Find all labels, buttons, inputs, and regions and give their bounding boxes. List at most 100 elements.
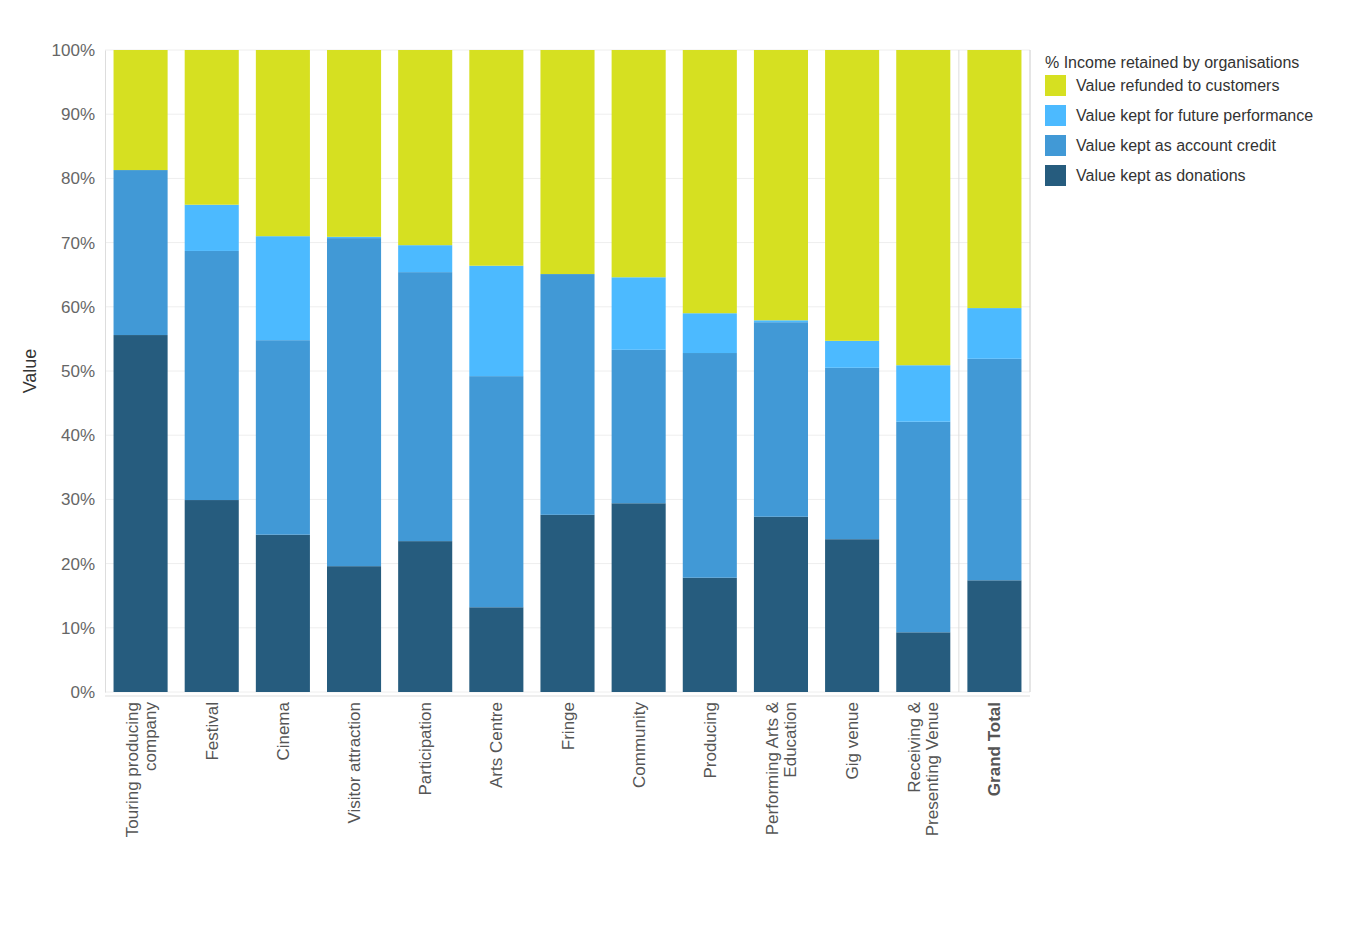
bar-segment (256, 236, 310, 340)
tick: 30% (61, 490, 105, 509)
bar-segment (825, 50, 879, 341)
tick: 80% (61, 169, 105, 188)
bar-segment (469, 50, 523, 266)
bar-segment (825, 368, 879, 539)
bar-segment (256, 50, 310, 236)
category-label: Community (630, 702, 649, 788)
category-label: Touring producingcompany (123, 702, 160, 838)
bar-segment (612, 350, 666, 503)
tick: 0% (70, 683, 105, 702)
category-label: Festival (203, 702, 222, 761)
bar-segment (754, 320, 808, 322)
tick-label: 70% (61, 234, 95, 253)
bar-segment (825, 341, 879, 368)
category-label: Performing Arts &Education (763, 701, 800, 835)
tick-label: 40% (61, 426, 95, 445)
axis-line (105, 51, 106, 693)
bar-segment (896, 422, 950, 633)
category-label: Gig venue (843, 702, 862, 780)
tick: 50% (61, 362, 105, 381)
tick: 10% (61, 619, 105, 638)
category-label: Cinema (274, 701, 293, 760)
chart: 0%10%20%30%40%50%60%70%80%90%100%Touring… (0, 0, 1357, 925)
series (114, 50, 1022, 365)
bar-segment (327, 566, 381, 692)
bar-segment (469, 607, 523, 692)
bar-segment (896, 632, 950, 692)
legend-label: Value kept for future performance (1076, 107, 1313, 124)
category-label: Visitor attraction (345, 702, 364, 824)
bar-segment (967, 580, 1021, 692)
bar-segment (967, 359, 1021, 580)
bar-segment (185, 50, 239, 205)
tick: 100% (52, 41, 105, 60)
bar-segment (185, 205, 239, 251)
bar-segment (327, 50, 381, 237)
tick: 70% (61, 234, 105, 253)
bar-segment (825, 539, 879, 692)
bar-segment (327, 237, 381, 238)
tick: 20% (61, 555, 105, 574)
bar-segment (754, 322, 808, 517)
bar-segment (114, 50, 168, 170)
bar-segment (398, 272, 452, 541)
category-label: Fringe (559, 702, 578, 750)
bar-segment (896, 50, 950, 365)
category-label: Grand Total (985, 702, 1004, 796)
bars (114, 50, 1022, 692)
frame-line (1030, 50, 1031, 692)
bar-segment (967, 308, 1021, 359)
bar-segment (967, 50, 1021, 308)
bar-segment (612, 277, 666, 350)
x-axis-line (105, 696, 1030, 697)
bar-segment (540, 274, 594, 515)
bar-segment (612, 503, 666, 692)
bar-segment (896, 365, 950, 421)
category-label: Participation (416, 702, 435, 796)
tick-label: 100% (52, 41, 95, 60)
legend-item: Value kept as donations (1045, 165, 1246, 186)
legend-swatch (1045, 105, 1066, 126)
tick-label: 80% (61, 169, 95, 188)
legend-title: % Income retained by organisations (1045, 54, 1299, 71)
category-label: Receiving &Presenting Venue (905, 701, 942, 836)
bar-segment (683, 353, 737, 578)
legend-swatch (1045, 75, 1066, 96)
tick-label: 50% (61, 362, 95, 381)
tick-label: 10% (61, 619, 95, 638)
bar-segment (683, 313, 737, 353)
tick: 60% (61, 298, 105, 317)
bar-segment (469, 376, 523, 607)
legend-item: Value refunded to customers (1045, 75, 1279, 96)
bar-segment (114, 170, 168, 335)
bar-segment (540, 515, 594, 692)
bar-segment (114, 335, 168, 692)
tick-label: 60% (61, 298, 95, 317)
bar-segment (398, 245, 452, 272)
bar-segment (398, 50, 452, 245)
bar-segment (327, 238, 381, 566)
bar-segment (683, 50, 737, 313)
axis-title: Value (20, 349, 40, 394)
tick-label: 30% (61, 490, 95, 509)
bar-segment (185, 500, 239, 692)
tick: 40% (61, 426, 105, 445)
legend-label: Value kept as donations (1076, 167, 1246, 184)
bar-segment (185, 251, 239, 500)
series (185, 205, 1022, 422)
category-label: Arts Centre (487, 702, 506, 788)
bar-segment (754, 50, 808, 320)
bar-segment (256, 340, 310, 535)
separator (958, 50, 959, 692)
bar-segment (256, 535, 310, 692)
legend-swatch (1045, 135, 1066, 156)
category-label: Producing (701, 702, 720, 779)
legend-item: Value kept for future performance (1045, 105, 1313, 126)
y-axis: 0%10%20%30%40%50%60%70%80%90%100% (52, 41, 106, 702)
bar-segment (398, 541, 452, 692)
plot: 0%10%20%30%40%50%60%70%80%90%100%Touring… (52, 41, 1030, 837)
bar-segment (612, 50, 666, 277)
bar-segment (540, 50, 594, 274)
legend-label: Value refunded to customers (1076, 77, 1279, 94)
grid (105, 50, 1030, 692)
